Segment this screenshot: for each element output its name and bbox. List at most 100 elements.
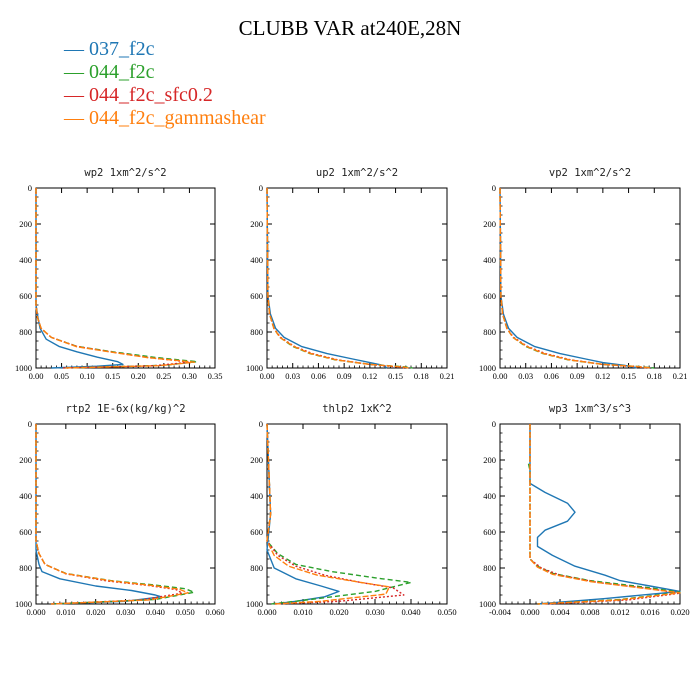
panel-title: up2 1xm^2/s^2 <box>316 167 398 179</box>
x-tick-label: 0.18 <box>647 371 662 381</box>
y-tick-label: 400 <box>19 491 32 501</box>
y-tick-label: 1000 <box>15 599 32 609</box>
series-line <box>35 188 124 369</box>
x-tick-label: 0.00 <box>493 371 508 381</box>
legend-item-044_f2c: — 044_f2c <box>64 61 266 84</box>
y-tick-label: 400 <box>483 491 496 501</box>
panel-title: rtp2 1E-6x(kg/kg)^2 <box>65 403 185 415</box>
legend-label: 044_f2c_sfc0.2 <box>89 84 213 106</box>
panel-title: vp2 1xm^2/s^2 <box>549 167 631 179</box>
series-line <box>35 424 195 605</box>
x-tick-label: 0.050 <box>176 607 195 617</box>
legend-item-044_f2c_gammashear: — 044_f2c_gammashear <box>64 107 266 130</box>
y-tick-label: 1000 <box>15 363 32 373</box>
series-line <box>266 423 412 605</box>
x-tick-label: 0.06 <box>544 371 559 381</box>
series-line <box>35 424 163 605</box>
y-tick-label: 0 <box>259 183 263 193</box>
series-line <box>266 187 413 369</box>
x-tick-label: 0.020 <box>86 607 105 617</box>
y-tick-label: 400 <box>250 255 263 265</box>
series-line <box>266 187 405 369</box>
x-tick-label: -0.004 <box>489 607 512 617</box>
legend-item-037_f2c: — 037_f2c <box>64 38 266 61</box>
x-tick-label: 0.000 <box>26 607 45 617</box>
y-tick-label: 1000 <box>479 599 496 609</box>
legend-line-marker: — <box>64 61 89 83</box>
series-line <box>499 187 648 369</box>
x-tick-label: 0.010 <box>293 607 312 617</box>
y-tick-label: 600 <box>19 527 32 537</box>
y-tick-label: 200 <box>250 219 263 229</box>
x-tick-label: 0.06 <box>311 371 326 381</box>
series-line <box>35 424 183 605</box>
x-tick-label: 0.15 <box>621 371 636 381</box>
x-tick-label: 0.000 <box>520 607 539 617</box>
x-tick-label: 0.030 <box>116 607 135 617</box>
x-tick-label: 0.040 <box>401 607 420 617</box>
x-tick-label: 0.016 <box>640 607 659 617</box>
series-line <box>529 424 681 605</box>
y-tick-label: 0 <box>28 183 32 193</box>
y-tick-label: 600 <box>250 291 263 301</box>
series-line <box>266 423 405 605</box>
y-tick-label: 1000 <box>479 363 496 373</box>
x-tick-label: 0.12 <box>595 371 610 381</box>
x-tick-label: 0.000 <box>257 607 276 617</box>
y-tick-label: 600 <box>483 527 496 537</box>
x-tick-label: 0.18 <box>414 371 429 381</box>
plot-frame <box>499 423 681 605</box>
series-line <box>266 423 391 605</box>
series-line <box>529 424 681 605</box>
x-tick-label: 0.040 <box>146 607 165 617</box>
x-tick-label: 0.15 <box>388 371 403 381</box>
legend: — 037_f2c — 044_f2c — 044_f2c_sfc0.2 — 0… <box>64 38 266 130</box>
series-line <box>35 188 191 369</box>
x-tick-label: 0.21 <box>440 371 455 381</box>
x-tick-label: 0.05 <box>54 371 69 381</box>
series-line <box>527 424 681 605</box>
x-tick-label: 0.060 <box>205 607 224 617</box>
y-tick-label: 0 <box>259 419 263 429</box>
x-tick-label: 0.20 <box>131 371 146 381</box>
y-tick-label: 800 <box>19 327 32 337</box>
legend-label: 044_f2c <box>89 61 155 83</box>
y-tick-label: 0 <box>492 419 496 429</box>
x-tick-label: 0.15 <box>105 371 120 381</box>
x-tick-label: 0.012 <box>610 607 629 617</box>
legend-line-marker: — <box>64 38 89 60</box>
y-tick-label: 400 <box>250 491 263 501</box>
x-tick-label: 0.09 <box>337 371 352 381</box>
y-tick-label: 0 <box>492 183 496 193</box>
x-tick-label: 0.35 <box>208 371 223 381</box>
x-tick-label: 0.21 <box>673 371 688 381</box>
series-line <box>35 188 196 369</box>
y-tick-label: 400 <box>483 255 496 265</box>
legend-label: 044_f2c_gammashear <box>89 107 266 129</box>
x-tick-label: 0.25 <box>156 371 171 381</box>
legend-line-marker: — <box>64 107 89 129</box>
x-tick-label: 0.008 <box>580 607 599 617</box>
series-line <box>499 187 651 369</box>
series-line <box>266 187 409 369</box>
series-line <box>499 187 638 369</box>
x-tick-label: 0.050 <box>437 607 456 617</box>
plot-frame <box>35 187 216 369</box>
y-tick-label: 0 <box>28 419 32 429</box>
y-tick-label: 800 <box>250 327 263 337</box>
plot-frame <box>35 423 216 605</box>
x-tick-label: 0.00 <box>260 371 275 381</box>
x-tick-label: 0.30 <box>182 371 197 381</box>
series-line <box>35 424 189 605</box>
x-tick-label: 0.004 <box>550 607 570 617</box>
x-tick-label: 0.03 <box>285 371 300 381</box>
page-title: CLUBB VAR at240E,28N <box>238 16 462 40</box>
y-tick-label: 200 <box>250 455 263 465</box>
x-tick-label: 0.09 <box>570 371 585 381</box>
panel-title: wp2 1xm^2/s^2 <box>84 167 166 179</box>
y-tick-label: 1000 <box>246 599 263 609</box>
y-tick-label: 600 <box>483 291 496 301</box>
x-tick-label: 0.12 <box>362 371 377 381</box>
panel-title: wp3 1xm^3/s^3 <box>549 403 631 415</box>
